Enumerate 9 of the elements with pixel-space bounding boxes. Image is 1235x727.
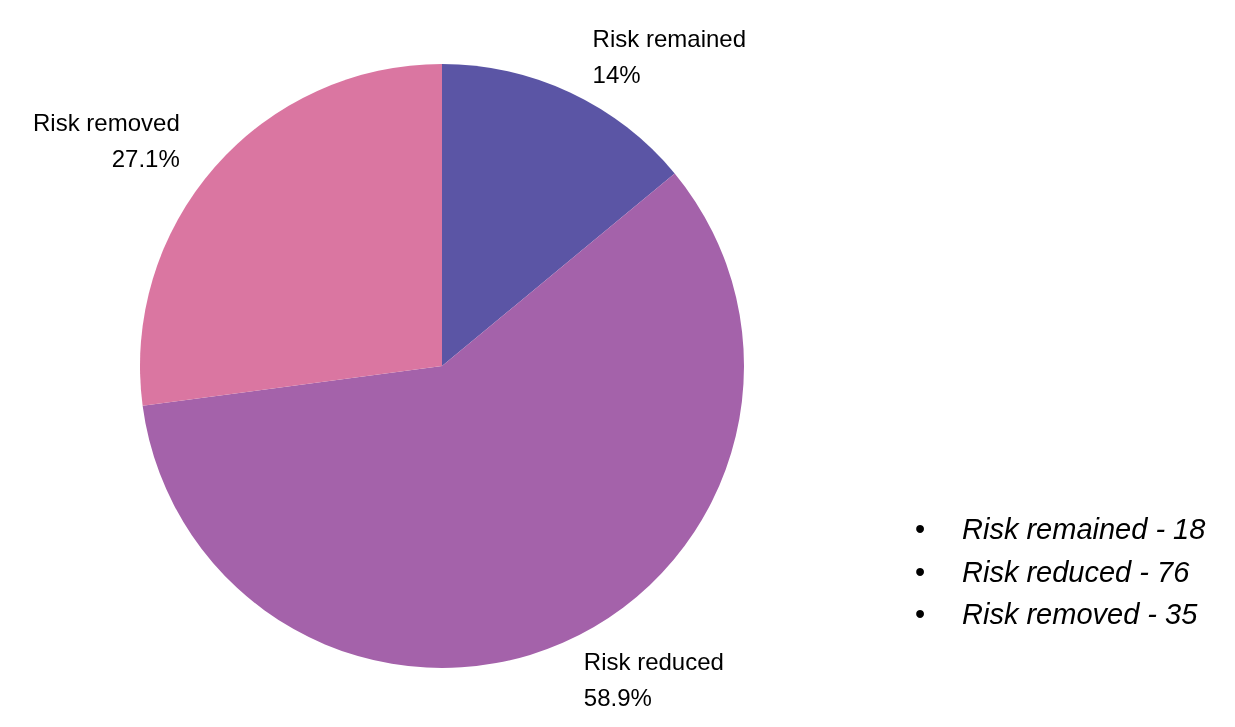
slice-label: Risk removed — [33, 109, 180, 137]
data-label: 27.1% — [111, 145, 180, 173]
data-label: 14% — [592, 61, 641, 89]
slice-label: Risk remained — [592, 25, 747, 53]
text: • Risk removed - 35 — [915, 598, 1198, 630]
text: • Risk remained - 18 — [915, 513, 1206, 545]
slice-label: Risk reduced — [583, 647, 724, 675]
text: • Risk reduced - 76 — [915, 555, 1190, 588]
data-label: 58.9% — [583, 683, 652, 711]
